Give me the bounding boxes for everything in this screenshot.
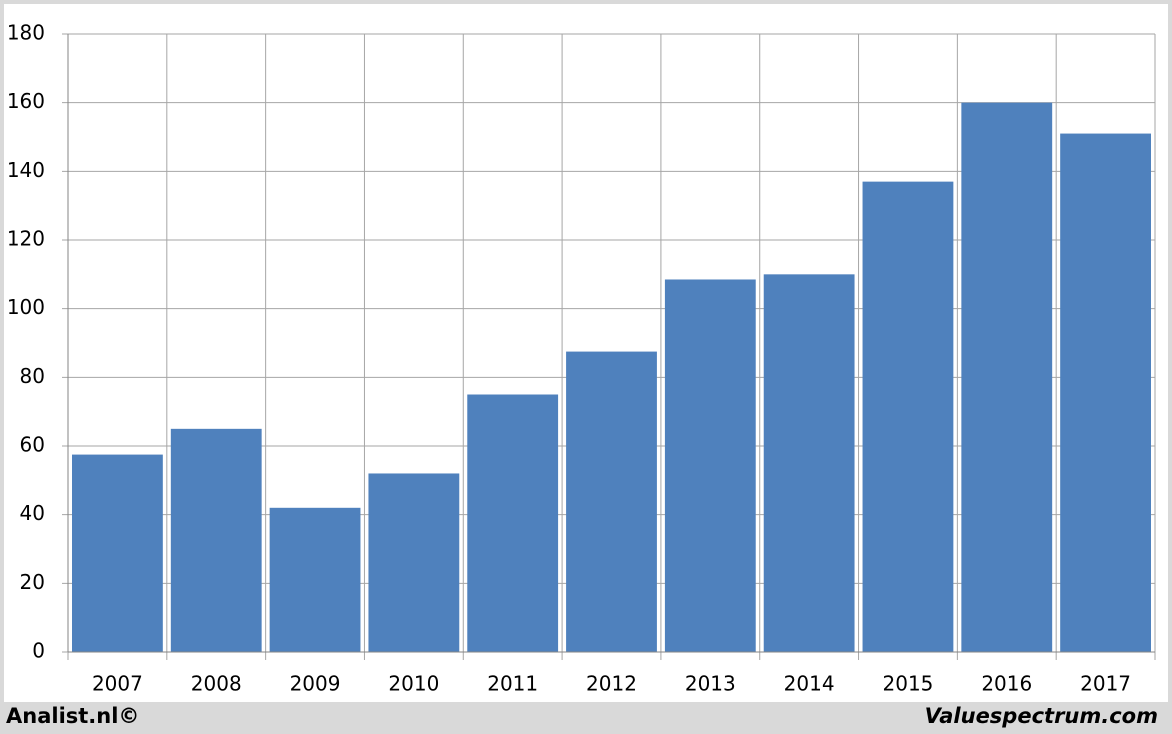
y-tick-label: 20 (20, 570, 45, 594)
bar (862, 181, 954, 652)
y-tick-label: 0 (32, 639, 45, 663)
bar (1060, 133, 1151, 653)
x-tick-label: 2010 (388, 672, 439, 696)
bar (664, 279, 756, 652)
y-tick-label: 140 (7, 158, 45, 182)
x-tick-label: 2016 (981, 672, 1032, 696)
bar (368, 473, 460, 652)
bar (170, 428, 262, 652)
bar (961, 102, 1053, 652)
y-tick-label: 80 (20, 364, 45, 388)
footer-right: Valuespectrum.com (925, 704, 1158, 728)
bar (763, 274, 855, 652)
y-tick-label: 180 (7, 21, 45, 45)
bar (269, 507, 361, 652)
x-tick-label: 2009 (290, 672, 341, 696)
x-tick-label: 2012 (586, 672, 637, 696)
x-tick-label: 2014 (784, 672, 835, 696)
x-tick-label: 2013 (685, 672, 736, 696)
y-tick-label: 60 (20, 433, 45, 457)
y-tick-label: 40 (20, 501, 45, 525)
footer-left: Analist.nl© (6, 704, 139, 728)
x-tick-label: 2011 (487, 672, 538, 696)
bar (72, 454, 163, 652)
y-tick-label: 160 (7, 89, 45, 113)
x-tick-label: 2015 (883, 672, 934, 696)
x-tick-label: 2007 (92, 672, 143, 696)
x-tick-label: 2017 (1080, 672, 1131, 696)
y-tick-label: 120 (7, 227, 45, 251)
bar (467, 394, 559, 652)
bar (566, 351, 657, 652)
x-tick-label: 2008 (191, 672, 242, 696)
y-tick-label: 100 (7, 295, 45, 319)
